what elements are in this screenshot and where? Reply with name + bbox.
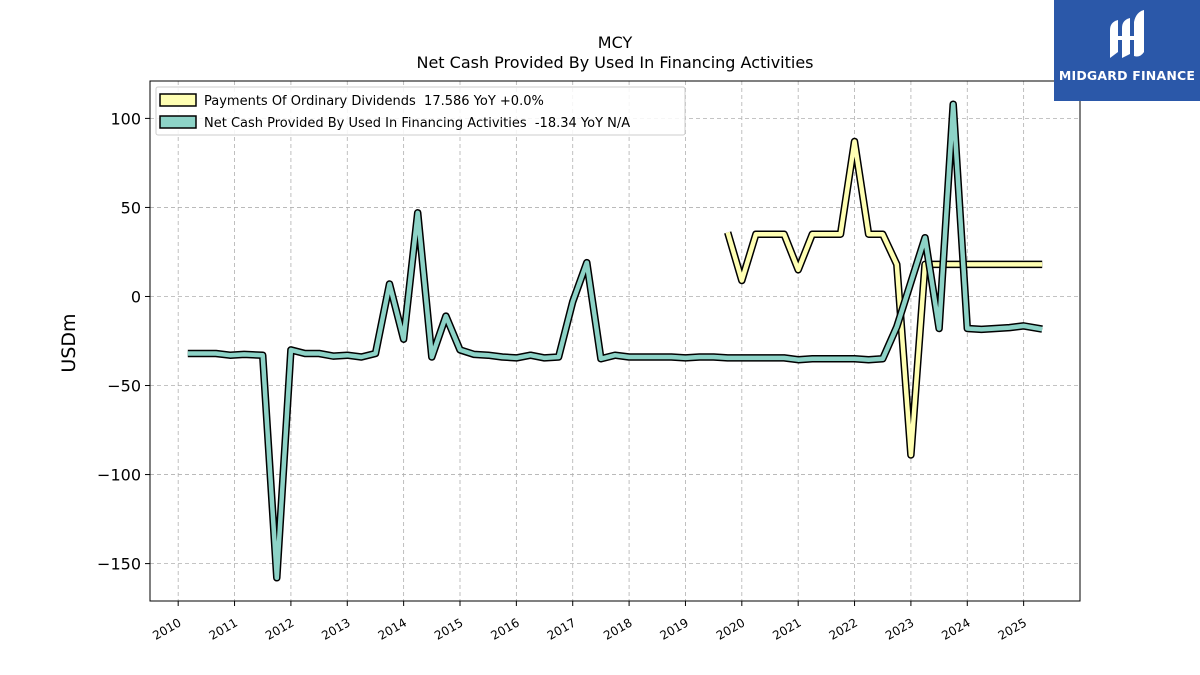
legend: Payments Of Ordinary Dividends 17.586 Yo… <box>155 86 686 136</box>
plot-area <box>149 80 1081 602</box>
x-tick-label: 2018 <box>601 615 634 642</box>
y-tick-label: 50 <box>121 198 141 217</box>
legend-swatch-dividends <box>159 93 197 107</box>
x-tick-label: 2025 <box>996 615 1029 642</box>
x-tick-label: 2017 <box>545 615 578 642</box>
legend-label-dividends: Payments Of Ordinary Dividends 17.586 Yo… <box>204 94 544 109</box>
chart-title: MCY <box>598 33 633 52</box>
y-tick-label: 0 <box>131 287 141 306</box>
y-tick-label: −150 <box>97 555 141 574</box>
x-tick-label: 2012 <box>263 615 296 642</box>
brand-logo: MIDGARD FINANCE <box>1054 0 1200 101</box>
y-tick-label: 100 <box>110 109 141 128</box>
x-tick-label: 2019 <box>658 615 691 642</box>
y-tick-label: −100 <box>97 466 141 485</box>
x-tick-label: 2016 <box>488 615 521 642</box>
y-tick-label: −50 <box>107 377 141 396</box>
series-line-financing-outline <box>187 100 1043 582</box>
legend-frame <box>155 86 686 136</box>
x-tick-label: 2013 <box>319 615 352 642</box>
series-line-dividends <box>725 139 1043 458</box>
series-lines <box>187 100 1043 582</box>
chart-subtitle: Net Cash Provided By Used In Financing A… <box>416 53 813 72</box>
x-tick-label: 2022 <box>827 615 860 642</box>
x-tick-label: 2011 <box>207 615 240 642</box>
x-tick-label: 2023 <box>883 615 916 642</box>
x-tick-label: 2024 <box>939 615 972 642</box>
series-line-financing <box>187 101 1043 581</box>
legend-swatch-financing <box>159 115 197 129</box>
x-tick-label: 2020 <box>714 615 747 642</box>
grid <box>150 81 1080 601</box>
legend-label-financing: Net Cash Provided By Used In Financing A… <box>204 116 630 131</box>
axes: 2010 2011 2012 2013 2014 2015 2016 2017 2018 2019… <box>97 109 1029 642</box>
x-tick-label: 2014 <box>376 615 409 642</box>
x-tick-label: 2010 <box>150 615 183 642</box>
x-tick-label: 2021 <box>770 615 803 642</box>
series-line-dividends-outline <box>724 137 1043 459</box>
logo-text: MIDGARD FINANCE <box>1058 68 1196 83</box>
y-axis-label: USDm <box>58 313 80 372</box>
logo-mark-icon <box>1110 10 1144 58</box>
x-tick-label: 2015 <box>432 615 465 642</box>
